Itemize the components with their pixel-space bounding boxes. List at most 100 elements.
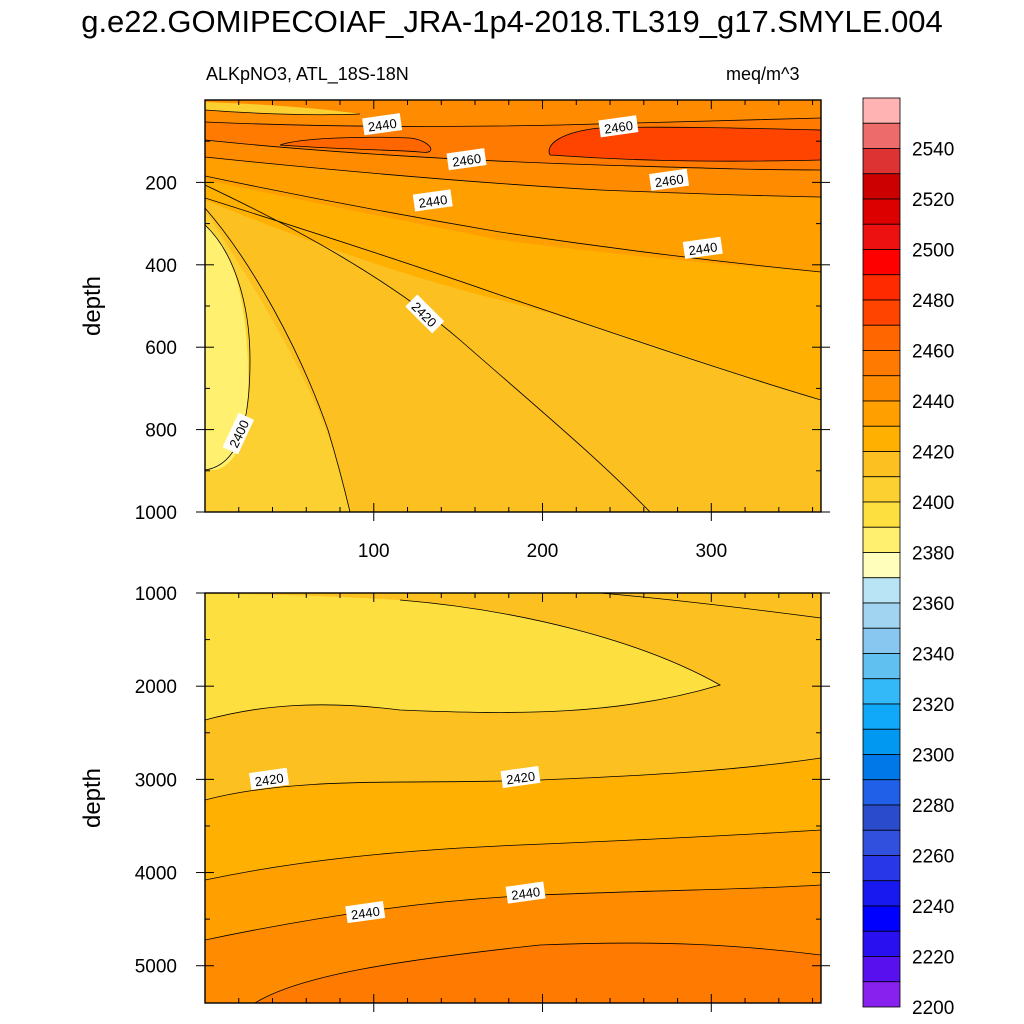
colorbar-label: 2300 — [912, 746, 954, 767]
band-surface-2450 — [205, 100, 821, 127]
colorbar-swatch — [862, 577, 901, 604]
colorbar-swatch — [862, 375, 901, 402]
colorbar-swatch — [862, 829, 901, 856]
lower-panel-contours — [205, 593, 821, 1003]
lower-panel-frame — [204, 592, 822, 1004]
contour-label-box — [598, 115, 639, 138]
axis-tick-labels: 100 200 300 200 400 600 800 1000 1000 2000 3000 400… — [135, 173, 727, 977]
colorbar-swatch — [862, 249, 901, 276]
y-tick-label: 5000 — [135, 957, 177, 978]
colorbar-swatch — [862, 804, 901, 831]
units-label: meq/m^3 — [726, 64, 800, 84]
contour-line-2410-lower — [599, 593, 821, 619]
contour-label-text: 2460 — [654, 171, 685, 190]
colorbar-swatch — [862, 930, 901, 957]
colorbar-swatch — [862, 198, 901, 225]
colorbar-label: 2200 — [912, 998, 954, 1019]
contour-label-box — [362, 113, 403, 136]
contour-label: 2460 — [649, 168, 690, 191]
colorbar-swatch — [862, 451, 901, 478]
colorbar-swatch — [862, 350, 901, 377]
colorbar-label: 2500 — [912, 241, 954, 262]
colorbar-swatch — [862, 223, 901, 250]
contour-label-box — [405, 294, 445, 334]
y-tick-label: 1000 — [135, 584, 177, 605]
contour-line-2390 — [205, 224, 251, 471]
y-tick-label: 800 — [145, 421, 177, 442]
band-2470a — [280, 137, 431, 153]
colorbar-label: 2340 — [912, 645, 954, 666]
contour-line-2470a — [279, 136, 432, 153]
colorbar-label: 2460 — [912, 342, 954, 363]
colorbar-label: 2400 — [912, 493, 954, 514]
colorbar-swatch — [862, 602, 901, 629]
contour-label-text: 2440 — [688, 239, 719, 258]
y-tick-label: 2000 — [135, 677, 177, 698]
colorbar-label: 2480 — [912, 291, 954, 312]
y-tick-label: 400 — [145, 256, 177, 277]
contour-line-2450 — [205, 156, 821, 198]
axis-titles: depth depth — [79, 276, 106, 828]
contour-line-2450-lower — [254, 942, 821, 1003]
contour-label-box — [500, 765, 541, 789]
band-2460-lower — [255, 943, 821, 1003]
upper-panel-contour-lines — [205, 109, 821, 512]
colorbar-swatch — [862, 627, 901, 654]
y-tick-label: 200 — [145, 173, 177, 194]
x-tick-label: 100 — [358, 541, 390, 562]
contour-line-2400 — [205, 207, 351, 512]
contour-label-text: 2440 — [510, 884, 541, 903]
contour-line-2460 — [205, 139, 821, 171]
contour-line-2420 — [205, 184, 651, 512]
contour-label: 2420 — [500, 765, 541, 789]
contour-label-box — [682, 236, 723, 259]
contour-label-text: 2440 — [367, 116, 398, 135]
colorbar-swatch — [862, 299, 901, 326]
x-tick-label: 300 — [695, 541, 727, 562]
y-axis-title: depth — [79, 768, 106, 828]
contour-label: 2460 — [598, 115, 639, 138]
contour-label: 2440 — [505, 881, 546, 904]
colorbar-label: 2520 — [912, 190, 954, 211]
colorbar-swatch — [862, 400, 901, 427]
colorbar-swatch — [862, 728, 901, 755]
y-tick-label: 3000 — [135, 770, 177, 791]
contour-label: 2440 — [345, 901, 386, 924]
contour-label-box — [345, 901, 386, 924]
colorbar-swatch — [862, 97, 901, 124]
contour-label-text: 2420 — [505, 769, 536, 788]
contour-line-2410-surface — [205, 109, 361, 116]
contour-label-text: 2440 — [418, 192, 449, 211]
contour-line-2440 — [205, 175, 821, 273]
y-tick-label: 4000 — [135, 864, 177, 885]
colorbar-label: 2360 — [912, 594, 954, 615]
x-tick-label: 200 — [527, 541, 559, 562]
colorbar-swatch — [862, 981, 901, 1008]
contour-line-2430-lower — [205, 829, 821, 881]
contour-label-text: 2420 — [254, 770, 285, 789]
contour-label-box — [222, 412, 255, 455]
colorbar-label: 2260 — [912, 847, 954, 868]
colorbar-swatch — [862, 956, 901, 983]
colorbar-label: 2380 — [912, 544, 954, 565]
contour-label-text: 2460 — [603, 118, 634, 137]
colorbar-swatch — [862, 653, 901, 680]
band-2400-lower — [205, 594, 720, 720]
contour-label: 2440 — [412, 189, 453, 212]
colorbar-label: 2540 — [912, 140, 954, 161]
contour-label: 2460 — [446, 148, 487, 171]
colorbar-swatch — [862, 148, 901, 175]
colorbar-swatch — [862, 173, 901, 200]
contour-line-2430 — [205, 197, 821, 401]
band-2390 — [205, 225, 249, 470]
colorbar-label: 2440 — [912, 392, 954, 413]
colorbar-label: 2240 — [912, 897, 954, 918]
colorbar-swatch — [862, 122, 901, 149]
colorbar-swatch — [862, 476, 901, 503]
y-tick-label: 1000 — [135, 503, 177, 524]
colorbar-swatch — [862, 526, 901, 553]
colorbar-label: 2220 — [912, 948, 954, 969]
colorbar-swatch — [862, 855, 901, 882]
contour-label: 2440 — [362, 113, 403, 136]
